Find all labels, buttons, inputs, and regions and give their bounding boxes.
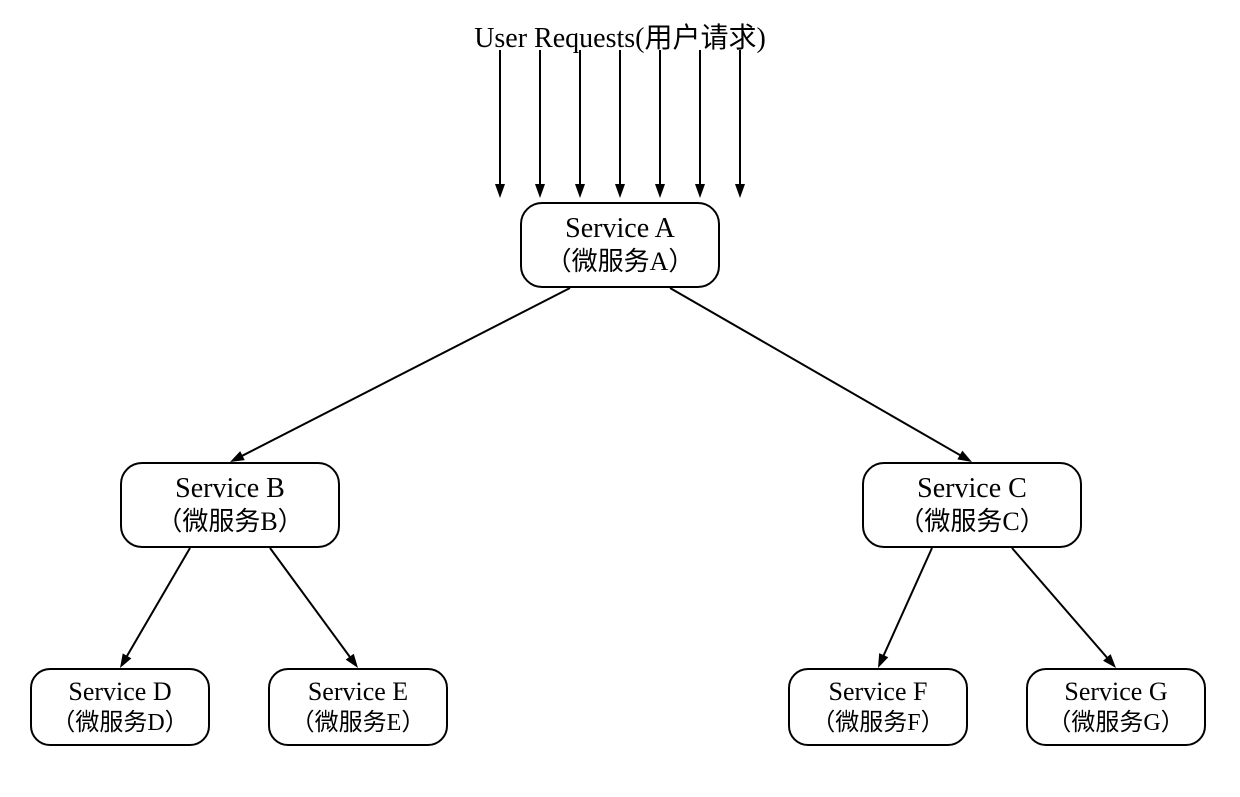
node-service-d-line2: （微服务D）: [51, 708, 188, 738]
node-service-f-line2: （微服务F）: [811, 708, 944, 738]
node-service-c-line1: Service C: [917, 471, 1027, 506]
node-service-d: Service D （微服务D）: [30, 668, 210, 746]
node-service-f-line1: Service F: [829, 676, 928, 709]
node-service-g-line1: Service G: [1064, 676, 1167, 709]
node-service-e: Service E （微服务E）: [268, 668, 448, 746]
node-service-a-line2: （微服务A）: [546, 246, 695, 279]
node-service-f: Service F （微服务F）: [788, 668, 968, 746]
node-service-e-line1: Service E: [308, 676, 408, 709]
node-service-c-line2: （微服务C）: [898, 506, 1045, 539]
node-service-a: Service A （微服务A）: [520, 202, 720, 288]
diagram-title: User Requests(用户请求): [474, 16, 766, 56]
node-service-b-line1: Service B: [175, 471, 285, 506]
node-service-e-line2: （微服务E）: [291, 708, 426, 738]
node-service-b-line2: （微服务B）: [156, 506, 303, 539]
node-service-g: Service G （微服务G）: [1026, 668, 1206, 746]
node-service-g-line2: （微服务G）: [1047, 708, 1184, 738]
node-service-b: Service B （微服务B）: [120, 462, 340, 548]
node-service-a-line1: Service A: [565, 211, 675, 246]
node-service-c: Service C （微服务C）: [862, 462, 1082, 548]
node-service-d-line1: Service D: [68, 676, 171, 709]
